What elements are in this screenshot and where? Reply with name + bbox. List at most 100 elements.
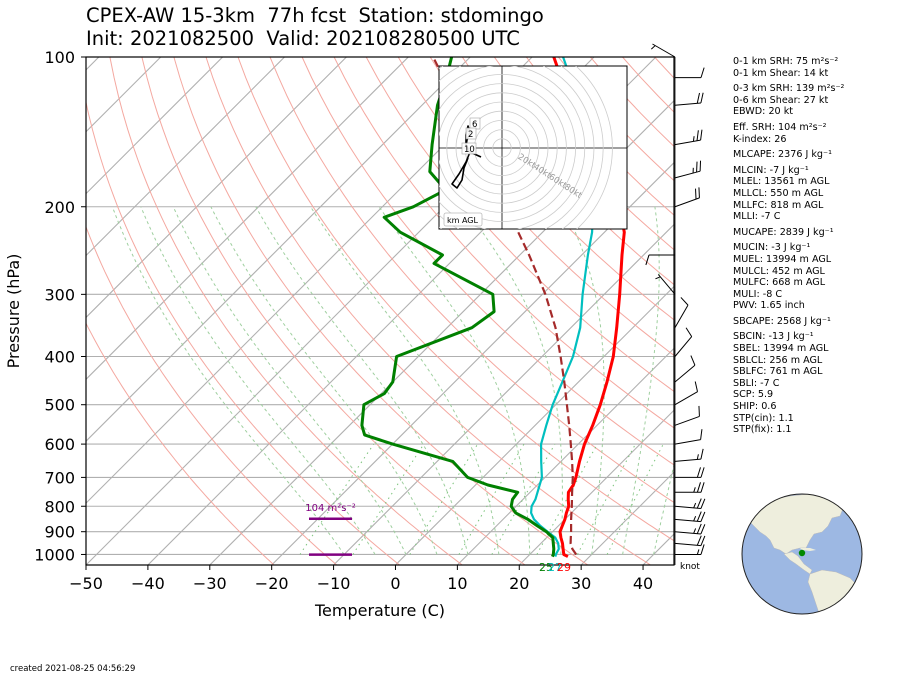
globe-land-caribbean <box>800 548 816 551</box>
param-line: MLLCL: 550 m AGL <box>733 187 824 199</box>
param-line: STP(cin): 1.1 <box>733 412 794 424</box>
isotherm-line <box>395 285 674 565</box>
wind-barb <box>650 43 676 58</box>
mixing-ratio-line <box>577 443 636 555</box>
param-line: MUCAPE: 2839 J kg⁻¹ <box>733 226 834 238</box>
x-tick-label: −10 <box>317 574 351 593</box>
wind-barb <box>674 511 706 523</box>
svg-text:6: 6 <box>472 120 477 130</box>
moist-adiabat-line <box>111 206 345 555</box>
param-line: MUEL: 13994 m AGL <box>733 253 832 265</box>
param-line: 0-1 km Shear: 14 kt <box>733 67 829 79</box>
param-line: SBLI: -7 C <box>733 377 780 389</box>
location-globe <box>741 493 863 615</box>
y-tick-label: 600 <box>44 435 75 454</box>
dry-adiabat-line <box>269 57 674 504</box>
x-tick-label: 20 <box>509 574 529 593</box>
param-line: 0-6 km Shear: 27 kt <box>733 94 829 106</box>
station-marker <box>798 549 806 557</box>
svg-text:10: 10 <box>464 145 475 155</box>
globe-land-central-america <box>783 551 813 575</box>
mixing-ratio-line <box>352 443 425 555</box>
wind-unit-label: knot <box>680 562 700 572</box>
param-line: 0-1 km SRH: 75 m²s⁻² <box>733 56 839 67</box>
x-tick-label: 30 <box>571 574 591 593</box>
isotherm-line <box>86 57 471 442</box>
hodograph-height-label: 2 <box>465 127 477 140</box>
isotherm-line <box>86 57 224 195</box>
param-line: Eff. SRH: 104 m²s⁻² <box>733 121 827 133</box>
svg-text:2: 2 <box>468 130 473 140</box>
hodograph-ring <box>439 83 567 213</box>
moist-adiabat-line <box>653 462 674 555</box>
moist-adiabat-line <box>310 206 500 555</box>
wind-barb <box>655 274 676 295</box>
dry-adiabat-line <box>429 57 674 321</box>
wind-barb <box>674 92 704 106</box>
dry-adiabat-line <box>109 57 463 565</box>
moist-adiabat-line <box>562 206 605 555</box>
wind-barb <box>674 297 689 328</box>
isotherm-line <box>518 409 674 565</box>
x-tick-label: −20 <box>255 574 289 593</box>
dry-adiabat-line <box>86 225 338 565</box>
y-tick-label: 800 <box>44 497 75 516</box>
dry-adiabat-line <box>237 57 674 542</box>
param-line: MUCIN: -3 J kg⁻¹ <box>733 242 811 254</box>
param-line: SBLCL: 256 m AGL <box>733 354 823 366</box>
chart-title-line2: Init: 2021082500 Valid: 202108280500 UTC <box>86 27 520 50</box>
param-line: MULFC: 668 m AGL <box>733 277 826 289</box>
wind-barb <box>675 467 705 478</box>
y-tick-label: 300 <box>44 285 75 304</box>
x-tick-label: 40 <box>633 574 653 593</box>
wind-barb <box>674 187 700 208</box>
param-line: SBCAPE: 2568 J kg⁻¹ <box>733 315 831 327</box>
x-tick-label: 10 <box>447 574 467 593</box>
wind-barb <box>675 544 705 555</box>
wind-barb <box>674 405 700 426</box>
mixing-ratio-line <box>536 443 598 555</box>
param-line: MULI: -8 C <box>733 288 783 300</box>
hodograph-ring <box>455 101 549 195</box>
param-line: K-index: 26 <box>733 133 787 145</box>
moist-adiabat-line <box>378 206 531 555</box>
wind-barb <box>674 129 703 146</box>
y-tick-label: 500 <box>44 396 75 415</box>
y-tick-label: 900 <box>44 523 75 542</box>
hodograph-ring <box>483 129 521 167</box>
hodograph-ring <box>439 74 576 222</box>
x-tick-label: −50 <box>69 574 103 593</box>
y-tick-label: 700 <box>44 468 75 487</box>
created-timestamp: created 2021-08-25 04:56:29 <box>10 664 136 674</box>
param-line: STP(fix): 1.1 <box>733 424 792 436</box>
wind-barb <box>645 254 675 266</box>
isotherm-line <box>86 57 409 381</box>
param-line: MLCAPE: 2376 J kg⁻¹ <box>733 149 832 161</box>
param-line: MLLI: -7 C <box>733 211 781 223</box>
moist-adiabat-line <box>622 206 660 555</box>
surface-virtual_temperature-label: 27 <box>548 561 562 574</box>
param-line: 0-3 km SRH: 139 m²s⁻² <box>733 83 845 95</box>
surface-temperature-label: 29 <box>557 561 571 574</box>
param-line: SBEL: 13994 m AGL <box>733 343 829 355</box>
param-line: EBWD: 20 kt <box>733 106 794 118</box>
dry-adiabat-line <box>333 57 674 429</box>
dry-adiabat-line <box>205 57 651 565</box>
hodograph-ring <box>439 66 595 229</box>
dry-adiabat-line <box>173 57 589 565</box>
param-line: SCP: 5.9 <box>733 389 774 401</box>
chart-title-line1: CPEX-AW 15-3km 77h fcst Station: stdomin… <box>86 4 544 27</box>
param-line: SHIP: 0.6 <box>733 401 777 413</box>
x-tick-label: −30 <box>193 574 227 593</box>
isotherm-line <box>86 57 285 257</box>
y-tick-label: 200 <box>44 198 75 217</box>
mixing-ratio-line <box>458 443 525 555</box>
moist-adiabat-line <box>172 206 407 555</box>
wind-barb <box>675 482 705 493</box>
isotherm-line <box>580 471 674 565</box>
x-tick-label: 0 <box>390 574 400 593</box>
wind-barb <box>674 381 699 406</box>
y-tick-label: 400 <box>44 348 75 367</box>
y-tick-label: 100 <box>44 48 75 67</box>
x-axis-label: Temperature (C) <box>314 601 445 620</box>
